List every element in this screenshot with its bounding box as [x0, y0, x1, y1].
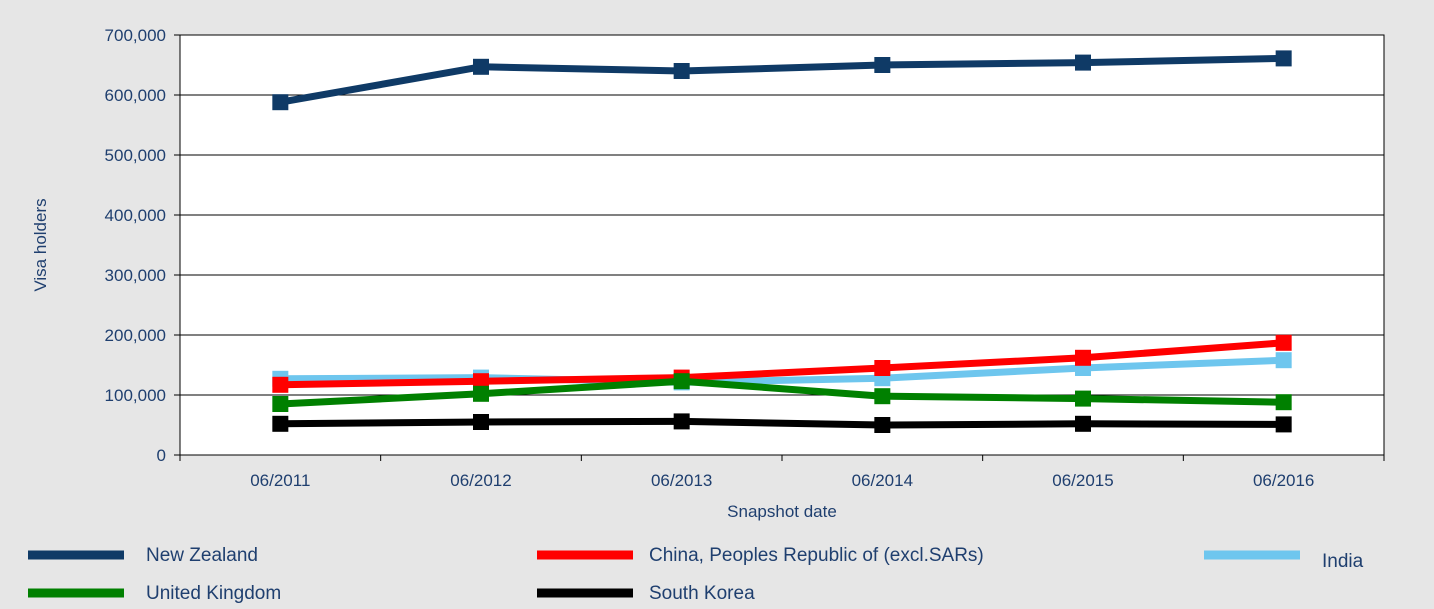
x-axis-title: Snapshot date [727, 502, 837, 521]
legend: New Zealand China, Peoples Republic of (e… [28, 545, 1364, 604]
y-tick-label: 200,000 [105, 326, 166, 345]
series-line [280, 377, 1284, 408]
y-axis-title: Visa holders [31, 198, 50, 291]
data-point-marker [874, 388, 891, 405]
y-axis-ticks: 0 100,000 200,000 300,000 400,000 500,000 600,… [105, 26, 166, 465]
data-point-marker [1275, 416, 1292, 433]
data-point-marker [1075, 349, 1091, 366]
data-point-marker [1275, 394, 1292, 411]
data-point-marker [1275, 50, 1292, 67]
x-tick-label: 06/2014 [852, 471, 913, 490]
x-tick-label: 06/2013 [651, 471, 712, 490]
data-point-marker [673, 373, 690, 390]
series-line [280, 417, 1284, 429]
legend-item: New Zealand [28, 545, 258, 566]
data-point-marker [1075, 54, 1091, 71]
data-point-marker [1075, 390, 1091, 407]
data-point-marker [1075, 415, 1091, 432]
series-united-kingdom [272, 373, 1292, 412]
data-point-marker [272, 415, 289, 432]
data-point-marker [874, 417, 891, 433]
data-point-marker [473, 385, 489, 402]
data-point-marker [1275, 334, 1292, 351]
legend-label: China, Peoples Republic of (excl.SARs) [649, 545, 984, 566]
series-line [280, 339, 1284, 389]
series-line [279, 54, 1284, 106]
y-tick-label: 700,000 [105, 26, 166, 45]
y-tick-label: 300,000 [105, 266, 166, 285]
y-tick-label: 400,000 [105, 206, 166, 225]
y-tick-label: 500,000 [105, 146, 166, 165]
legend-item: South Korea [537, 583, 755, 604]
data-point-marker [874, 360, 891, 376]
data-point-marker [673, 413, 690, 430]
x-tick-label: 06/2016 [1253, 471, 1314, 490]
series-south-korea [272, 413, 1292, 433]
series-line [280, 356, 1284, 386]
gridlines [174, 34, 1385, 461]
series-new-zealand [272, 50, 1292, 111]
x-tick-label: 06/2012 [450, 471, 511, 490]
y-tick-label: 100,000 [105, 386, 166, 405]
data-point-marker [473, 373, 489, 390]
x-tick-label: 06/2015 [1052, 471, 1113, 490]
y-tick-label: 0 [157, 446, 166, 465]
data-point-marker [874, 57, 891, 73]
data-point-marker [272, 376, 289, 393]
legend-label: South Korea [649, 583, 755, 604]
legend-item: India [1204, 550, 1364, 572]
legend-label: New Zealand [146, 545, 258, 566]
legend-item: United Kingdom [28, 583, 281, 604]
legend-item: China, Peoples Republic of (excl.SARs) [537, 545, 984, 566]
legend-label: India [1322, 551, 1364, 572]
data-point-marker [1275, 352, 1292, 369]
legend-label: United Kingdom [146, 583, 281, 604]
y-tick-label: 600,000 [105, 86, 166, 105]
data-point-marker [473, 58, 489, 75]
data-point-marker [473, 414, 489, 430]
data-point-marker [272, 396, 289, 412]
x-tick-label: 06/2011 [250, 471, 310, 490]
x-axis-ticks: 06/2011 06/2012 06/2013 06/2014 06/2015 06/20… [250, 471, 1314, 490]
data-point-marker [272, 94, 289, 111]
data-point-marker [673, 63, 690, 79]
series-lines [272, 50, 1292, 433]
